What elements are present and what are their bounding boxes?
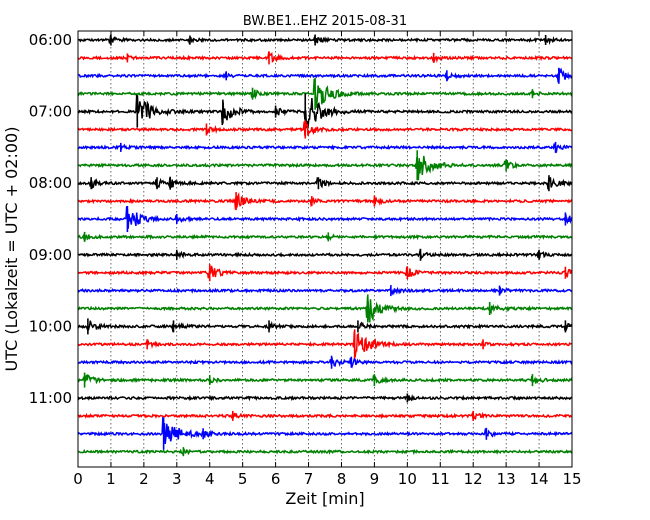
trace-1100 [77, 393, 573, 403]
trace-line [77, 265, 573, 279]
trace-0730 [77, 141, 573, 154]
trace-line [77, 416, 573, 444]
trace-1045 [77, 372, 573, 388]
x-tick-label: 6 [271, 470, 281, 488]
trace-line [77, 78, 573, 108]
trace-0800 [77, 175, 573, 192]
x-tick-label: 0 [73, 470, 83, 488]
plot-frame [77, 30, 573, 468]
x-tick-label: 1 [106, 470, 116, 488]
y-tick-label: 07:00 [29, 103, 72, 121]
axis-ticks: 0 1 2 3 4 5 6 7 8 9 10 11 12 13 14 1506:0007:0008:0009:… [29, 31, 582, 488]
trace-1130 [77, 416, 573, 450]
trace-0745 [77, 150, 573, 181]
trace-line [78, 296, 573, 323]
y-axis-label: UTC (Lokalzeit = UTC + 02:00) [2, 127, 21, 372]
x-tick-label: 4 [205, 470, 215, 488]
x-axis-label: Zeit [min] [285, 489, 364, 508]
y-tick-label: 11:00 [29, 389, 72, 407]
trace-line [77, 35, 573, 46]
trace-line [77, 205, 573, 229]
trace-0645 [77, 77, 573, 110]
trace-line [77, 286, 573, 296]
trace-line [77, 94, 573, 129]
trace-0615 [77, 51, 573, 65]
seismogram-traces [77, 34, 573, 457]
trace-line [77, 373, 573, 385]
trace-0830 [77, 205, 573, 232]
trace-line [77, 67, 572, 83]
x-tick-label: 12 [464, 470, 483, 488]
trace-0700 [77, 93, 573, 130]
y-tick-label: 10:00 [29, 317, 72, 335]
trace-line [77, 331, 573, 358]
x-tick-label: 11 [431, 470, 450, 488]
x-tick-label: 5 [238, 470, 248, 488]
trace-0630 [77, 67, 572, 84]
trace-line [77, 51, 573, 64]
x-tick-label: 14 [530, 470, 549, 488]
x-tick-label: 10 [398, 470, 417, 488]
trace-0715 [77, 120, 573, 139]
trace-0930 [77, 285, 573, 297]
trace-line [77, 411, 573, 421]
chart-title: BW.BE1..EHZ 2015-08-31 [243, 14, 407, 29]
trace-1030 [77, 355, 573, 369]
trace-line [77, 143, 573, 154]
trace-line [77, 155, 573, 181]
x-tick-label: 7 [304, 470, 314, 488]
trace-0900 [77, 248, 573, 261]
trace-line [77, 393, 573, 402]
trace-1145 [77, 446, 573, 457]
trace-0915 [77, 264, 573, 282]
x-tick-label: 15 [562, 470, 581, 488]
y-tick-label: 09:00 [29, 246, 72, 264]
x-tick-label: 9 [370, 470, 380, 488]
trace-0945 [78, 294, 573, 323]
trace-0845 [77, 231, 573, 242]
trace-line [77, 320, 573, 332]
trace-line [77, 192, 573, 210]
x-tick-label: 8 [337, 470, 347, 488]
minute-gridlines [110, 31, 540, 467]
x-tick-label: 3 [172, 470, 182, 488]
trace-line [77, 357, 573, 369]
trace-line [77, 233, 573, 242]
x-tick-label: 2 [139, 470, 149, 488]
y-tick-label: 08:00 [29, 174, 72, 192]
trace-1015 [77, 329, 573, 360]
trace-line [77, 248, 573, 260]
trace-0815 [77, 192, 573, 211]
x-tick-label: 13 [497, 470, 516, 488]
trace-line [77, 446, 573, 456]
trace-0600 [77, 34, 573, 46]
y-tick-label: 06:00 [29, 31, 72, 49]
trace-1000 [77, 318, 573, 335]
trace-line [77, 121, 573, 136]
trace-line [77, 176, 573, 190]
trace-1115 [77, 410, 573, 421]
